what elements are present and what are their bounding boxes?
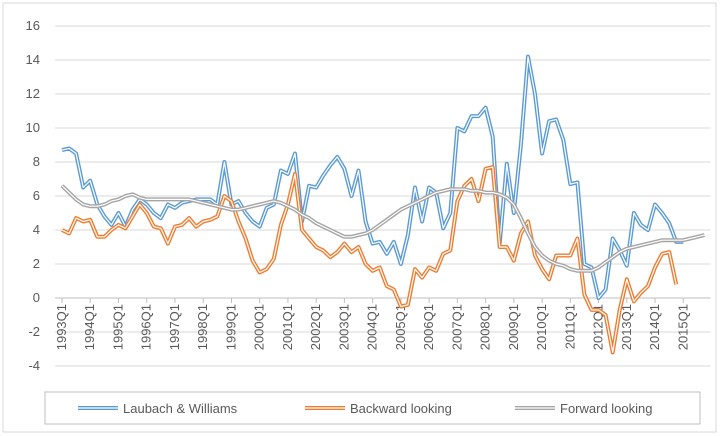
x-tick-label: 2008Q1 <box>478 304 493 350</box>
x-tick-label: 2011Q1 <box>562 304 577 349</box>
y-tick-label: 2 <box>33 256 40 271</box>
line-highlight <box>61 166 677 353</box>
x-tick-label: 1997Q1 <box>167 304 182 350</box>
y-tick-label: -4 <box>28 358 40 373</box>
x-tick-label: 2013Q1 <box>619 304 634 350</box>
y-tick-label: 10 <box>26 120 40 135</box>
x-tick-label: 2001Q1 <box>280 304 295 350</box>
y-tick-label: 14 <box>26 52 40 67</box>
y-tick-label: 12 <box>26 86 40 101</box>
x-tick-label: 2014Q1 <box>647 304 662 350</box>
legend-label: Laubach & Williams <box>123 401 238 416</box>
y-tick-label: -2 <box>28 324 40 339</box>
legend-label: Backward looking <box>350 401 452 416</box>
x-tick-label: 2005Q1 <box>393 304 408 350</box>
line-highlight <box>61 185 705 272</box>
x-tick-label: 2004Q1 <box>365 304 380 350</box>
x-tick-label: 1995Q1 <box>110 304 125 350</box>
x-tick-label: 2007Q1 <box>449 304 464 350</box>
y-tick-label: 0 <box>33 290 40 305</box>
x-tick-label: 2010Q1 <box>534 304 549 350</box>
legend-box <box>44 391 701 425</box>
x-tick-label: 1996Q1 <box>139 304 154 350</box>
line-highlight <box>61 56 684 299</box>
y-tick-label: 6 <box>33 188 40 203</box>
x-tick-label: 1994Q1 <box>82 304 97 350</box>
y-tick-label: 4 <box>33 222 40 237</box>
x-tick-label: 2006Q1 <box>421 304 436 350</box>
x-tick-label: 2003Q1 <box>336 304 351 350</box>
x-tick-label: 1998Q1 <box>195 304 210 350</box>
legend-label: Forward looking <box>560 401 653 416</box>
x-tick-label: 2009Q1 <box>506 304 521 350</box>
x-tick-label: 2002Q1 <box>308 304 323 350</box>
y-tick-label: 16 <box>26 18 40 33</box>
x-tick-label: 1993Q1 <box>54 304 69 350</box>
x-tick-label: 2015Q1 <box>675 304 690 350</box>
x-tick-label: 1999Q1 <box>223 304 238 350</box>
x-tick-label: 2012Q1 <box>591 304 606 350</box>
x-tick-label: 2000Q1 <box>252 304 267 350</box>
y-tick-label: 8 <box>33 154 40 169</box>
